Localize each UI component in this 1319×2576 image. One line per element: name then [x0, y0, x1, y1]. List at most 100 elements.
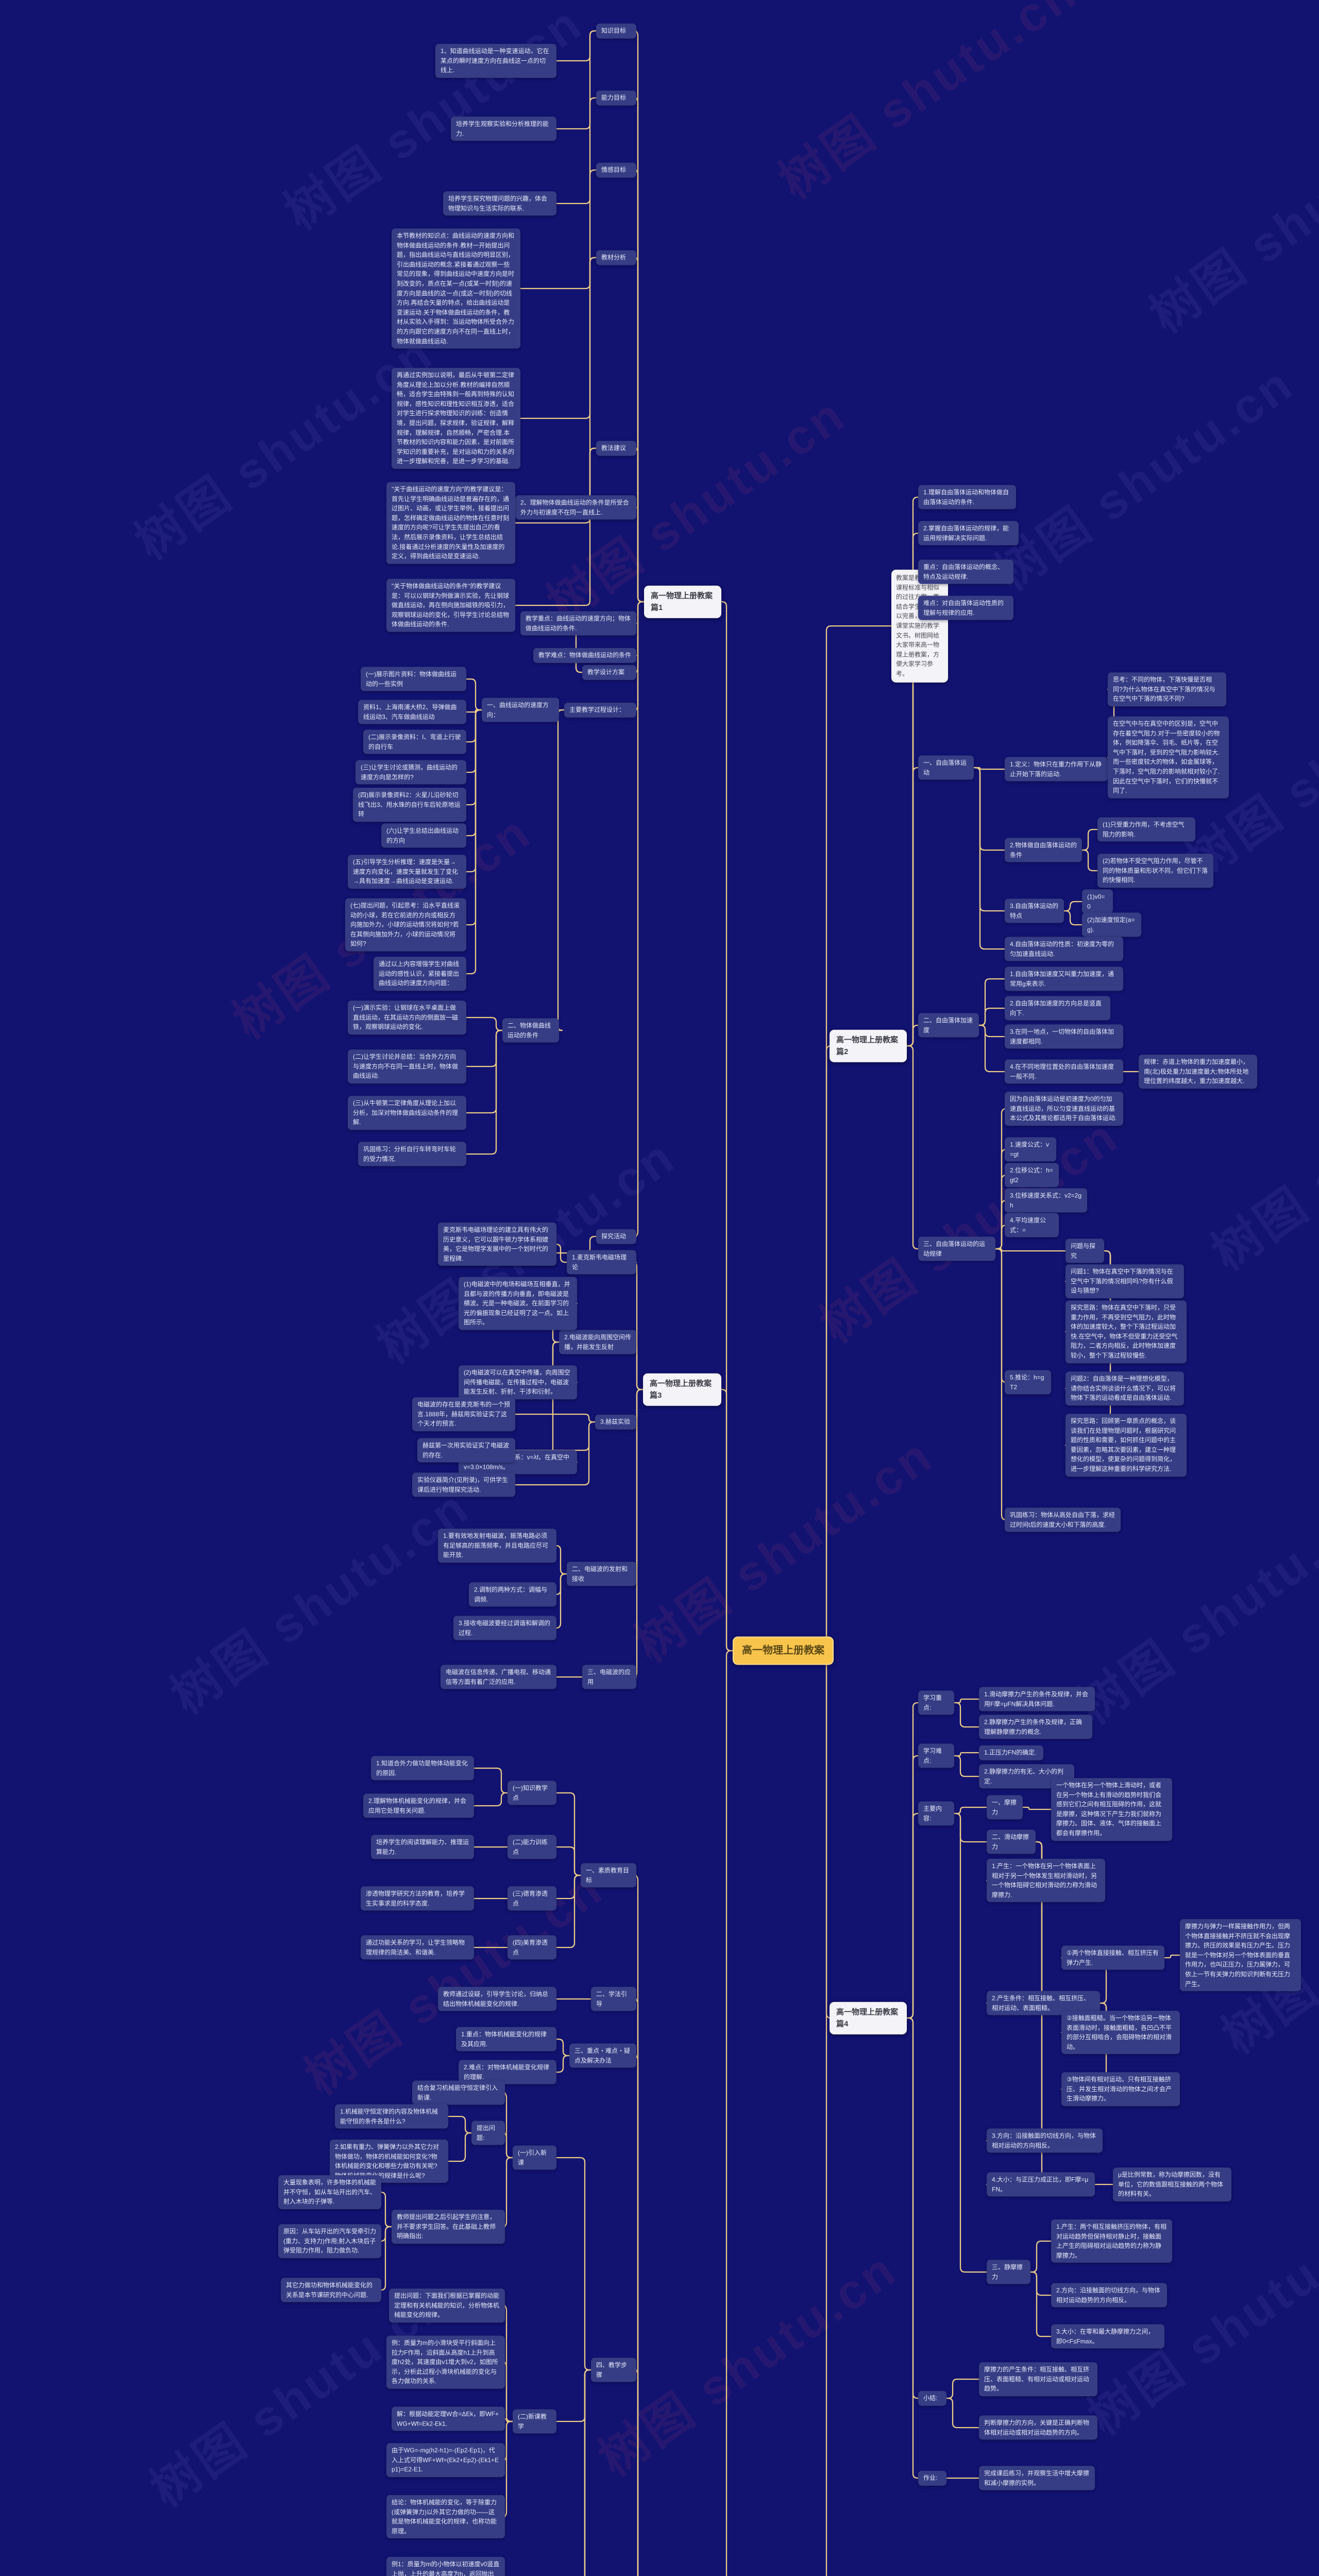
- node-e3c2[interactable]: 赫兹第一次用实验证实了电磁波的存在.: [417, 1438, 515, 1463]
- node-g2c1[interactable]: 教师通过设疑，引导学生讨论，归纳总结出物体机械能变化的规律.: [438, 1987, 556, 2011]
- node-c2c2[interactable]: 2.自由落体加速度的方向总是竖直向下.: [1005, 996, 1110, 1021]
- node-b11[interactable]: (二)让学生讨论并总结：当合外力方向与速度方向不在同一直线上时，物体做曲线运动.: [348, 1049, 466, 1083]
- node-f5[interactable]: 作业:: [918, 2470, 946, 2486]
- node-a6c2[interactable]: "关于物体做曲线运动的条件"的教学建议是：可以以钢球为例做演示实验，先让钢球做直…: [386, 579, 515, 632]
- node-f4c2[interactable]: 判断摩擦力的方向，关键是正确判断物体相对运动或相对运动趋势的方向。: [979, 2415, 1097, 2440]
- node-g4c2b[interactable]: 例：质量为m的小滑块受平行斜面向上拉力F作用，沿斜面从高度h1上升到高度h2处，…: [386, 2335, 505, 2389]
- node-g1c4[interactable]: (四)美育渗透点: [508, 1935, 556, 1960]
- node-g4c1c[interactable]: 教师提出问题之后引起学生的注意，并不要求学生回答。在此基础上教师明确指出:: [392, 2210, 505, 2244]
- node-c2[interactable]: 二、自由落体加速度: [918, 1013, 979, 1038]
- node-a1c1[interactable]: 1、知道曲线运动是一种变速运动，它在某点的瞬时速度方向在曲线这一点的切线上.: [435, 44, 556, 78]
- node-p4[interactable]: 高一物理上册教案篇4: [830, 2002, 907, 2035]
- node-g1c3a[interactable]: 渗透物理学研究方法的教育，培养学生实事求是的科学态度.: [361, 1886, 474, 1911]
- node-c1c3a[interactable]: (1)v0=0: [1082, 889, 1113, 914]
- node-g4c1c3[interactable]: 其它力做功和物体机械能变化的关系是本节课研究的中心问题.: [281, 2278, 381, 2302]
- node-f2[interactable]: 学习难点:: [918, 1743, 954, 1768]
- node-a2c1[interactable]: 培养学生观察实验和分析推理的能力.: [451, 116, 556, 141]
- node-f3c3a[interactable]: 1.产生：两个相互接触挤压的物体，有相对运动趋势但保持相对静止时，接触面上产生的…: [1051, 2219, 1172, 2263]
- node-g3c1[interactable]: 1.重点：物体机械能变化的规律及其应用.: [456, 2027, 556, 2052]
- node-c3[interactable]: 三、自由落体运动的运动规律: [918, 1236, 995, 1261]
- node-e3c3[interactable]: 实验仪器简介(见附录)，可供学生课后进行物理探究活动.: [412, 1472, 515, 1497]
- node-a5c2[interactable]: 再通过实例加以说明，最后从牛顿第二定律角度从理论上加以分析.教材的编排自然顺畅，…: [392, 368, 520, 469]
- node-c3c3[interactable]: 3.位移速度关系式：v2=2gh: [1005, 1188, 1087, 1213]
- node-c3c1[interactable]: 1.速度公式：v=gt: [1005, 1137, 1056, 1162]
- node-b9[interactable]: 通过以上内容增强学生对曲线运动的感性认识，紧接着提出曲线运动的速度方向问题：: [374, 957, 466, 991]
- node-c1c3b[interactable]: (2)加速度恒定(a=g).: [1082, 912, 1141, 937]
- node-p1[interactable]: 高一物理上册教案篇1: [644, 585, 721, 618]
- node-g4c1b[interactable]: 提出问题:: [471, 2121, 505, 2145]
- node-f4c1[interactable]: 摩擦力的产生条件：相互接触、相互挤压、表面粗糙、有相对运动或相对运动趋势。: [979, 2362, 1097, 2396]
- node-e4c2[interactable]: 2.调制的两种方式：调幅与调频.: [469, 1582, 556, 1607]
- node-g1[interactable]: 一、素质教育目标: [581, 1863, 636, 1888]
- node-f3c3[interactable]: 三、静摩擦力: [987, 2260, 1030, 2284]
- node-f2c2[interactable]: 2.静摩擦力的有无、大小的判定.: [979, 1764, 1074, 1789]
- node-g1c2[interactable]: (二)能力训练点: [508, 1835, 556, 1859]
- node-f1c2[interactable]: 2.静摩擦力产生的条件及规律，正确理解静摩擦力的概念.: [979, 1715, 1092, 1739]
- node-g4c2c[interactable]: 解：根据动能定理W合=ΔEk，即WF+WG+Wf=Ek2-Ek1.: [392, 2406, 505, 2431]
- node-e4c1[interactable]: 1.要有效地发射电磁波，振荡电路必须有足够高的振荡频率，并且电路应尽可能开放.: [438, 1529, 556, 1563]
- node-g4c1a[interactable]: 结合复习机械能守恒定律引入新课.: [412, 2080, 505, 2105]
- node-q2a[interactable]: 探究思路：回顾第一章质点的概念，谈谈我们在处理物理问题时，根据研究问题的性质和需…: [1066, 1414, 1187, 1477]
- node-b13[interactable]: 巩固练习：分析自行车转弯时车轮的受力情况.: [358, 1142, 466, 1166]
- node-f3c2d[interactable]: 4.大小：与正压力成正比，即F摩=μFN。: [987, 2172, 1095, 2197]
- node-b8[interactable]: (七)提出问题，引起思考：沿水平直线滚动的小球，若在它前进的方向或相反方向施加外…: [345, 898, 466, 952]
- node-a9[interactable]: 探究活动: [596, 1229, 636, 1244]
- node-g2[interactable]: 二、学法引导: [591, 1987, 636, 2011]
- node-q1a[interactable]: 探究思路：物体在真空中下落时，只受重力作用，不再受到空气阻力，此时物体的加速度较…: [1066, 1300, 1187, 1363]
- node-g3[interactable]: 三、重点・难点・疑点及解决办法: [569, 2043, 636, 2068]
- node-b3[interactable]: (二)展示录像资料：Ⅰ、弯道上行驶的自行车: [363, 730, 466, 754]
- node-g1c3[interactable]: (三)德育渗透点: [508, 1886, 556, 1911]
- node-c2c4[interactable]: 4.在不同地理位置处的自由落体加速度一般不同.: [1005, 1059, 1123, 1084]
- node-a8c2[interactable]: 二、物体做曲线运动的条件: [502, 1018, 559, 1043]
- node-f3c3c[interactable]: 3.大小：在零和最大静摩擦力之间，即0<F≤Fmax。: [1051, 2324, 1164, 2349]
- node-g4c2e[interactable]: 结论：物体机械能的变化，等于除重力(或弹簧弹力)以外其它力做的功——这就是物体机…: [386, 2495, 505, 2539]
- node-f3c1[interactable]: 一、摩擦力: [987, 1795, 1023, 1820]
- node-g4c1c1[interactable]: 大量现象表明，许多物体的机械能并不守恒，如从车站开出的汽车、射入木块的子弹等.: [278, 2175, 381, 2209]
- node-g1c1b[interactable]: 2.理解物体机械能变化的规律，并会应用它处理有关问题.: [363, 1793, 474, 1818]
- node-f5c1[interactable]: 完成课后练习，并观察生活中增大摩擦和减小摩擦的实例。: [979, 2466, 1095, 2490]
- node-a8[interactable]: 主要教学过程设计：: [564, 702, 636, 718]
- node-q1[interactable]: 问题1：物体在真空中下落的情况与在空气中下落的情况相同吗?你有什么假设与猜想?: [1066, 1264, 1184, 1298]
- node-e2[interactable]: 2.电磁波能向周围空间传播，并能发生反射: [559, 1330, 636, 1354]
- node-e2c2[interactable]: (2)电磁波可以在真空中传播，向周围空间传播电磁能，在传播过程中，电磁波能发生反…: [459, 1365, 577, 1399]
- node-a3[interactable]: 情感目标: [596, 162, 636, 178]
- node-e4c3[interactable]: 3.接收电磁波要经过调谐和解调的过程.: [453, 1616, 556, 1640]
- node-g1c1a[interactable]: 1.知道合外力做功是物体动能变化的原因.: [371, 1756, 474, 1781]
- node-g1c4a[interactable]: 通过功能关系的学习，让学生领略物理规律的简洁美、和谐美.: [361, 1935, 474, 1960]
- node-f3c2a[interactable]: 1.产生：一个物体在另一个物体表面上相对于另一个物体发生相对滑动时，另一个物体阻…: [987, 1858, 1105, 1903]
- node-b5[interactable]: (四)展示录像资料2：火星儿沿砂轮切线飞出3、甩水珠的自行车后轮原地运转: [353, 788, 466, 822]
- node-c2c4a[interactable]: 规律：赤道上物体的重力加速度最小，南(北)极处重力加速度最大;物体所处地理位置的…: [1139, 1055, 1257, 1089]
- node-a1[interactable]: 知识目标: [596, 23, 636, 39]
- node-c3c0[interactable]: 因为自由落体运动是初速度为0的匀加速直线运动，所以匀变速直线运动的基本公式及其推…: [1005, 1092, 1123, 1126]
- node-e3c1[interactable]: 电磁波的存在是麦克斯韦的一个预言.1888年，赫兹用实验证实了这个天才的预言.: [412, 1397, 515, 1431]
- node-c2c1[interactable]: 1.自由落体加速度又叫重力加速度，通常用g来表示.: [1005, 967, 1123, 991]
- node-a6c1[interactable]: "关于曲线运动的速度方向"的教学建议是：首先让学生明确曲线运动是普遍存在的，通过…: [386, 482, 515, 564]
- node-c1c2[interactable]: 2.物体做自由落体运动的条件: [1005, 838, 1082, 862]
- node-f3c2d1[interactable]: μ是比例常数，称为动摩擦因数，没有单位，它的数值跟相互接触的两个物体的材料有关。: [1113, 2167, 1231, 2201]
- node-a5[interactable]: 教材分析: [596, 250, 636, 265]
- node-a7[interactable]: 教学设计方案: [582, 665, 636, 680]
- node-b4[interactable]: (三)让学生讨论或猜测，曲线运动的速度方向是怎样的?: [356, 760, 466, 785]
- node-b6[interactable]: (六)让学生总结出曲线运动的方向: [381, 823, 466, 848]
- node-f2c1[interactable]: 1.正压力FN的确定.: [979, 1745, 1043, 1760]
- node-a6[interactable]: 教法建议: [596, 440, 636, 456]
- node-c1c1a[interactable]: 思考：不同的物体，下落快慢是否相同?为什么物体在真空中下落的情况与在空气中下落的…: [1108, 672, 1226, 706]
- root-topic[interactable]: 高一物理上册教案: [733, 1636, 834, 1665]
- node-g3c2[interactable]: 2.难点：对物体机械能变化规律的理解.: [459, 2060, 556, 2084]
- node-f3c2b3[interactable]: ③物体间有相对运动。只有相互接触挤压、并发生相对滑动的物体之间才会产生滑动摩擦力…: [1061, 2072, 1180, 2106]
- node-a7c1[interactable]: 教学重点：曲线运动的速度方向；物体做曲线运动的条件.: [520, 611, 636, 636]
- node-g4[interactable]: 四、教学步骤: [591, 2358, 636, 2382]
- node-a1c2[interactable]: 2、理解物体做曲线运动的条件是所受合外力与初速度不在同一直线上.: [515, 495, 636, 520]
- node-c3c4[interactable]: 4.平均速度公式：=: [1005, 1213, 1059, 1238]
- node-c1c1[interactable]: 1.定义：物体只在重力作用下从静止开始下落的运动.: [1005, 757, 1108, 782]
- node-a8c1[interactable]: 一、曲线运动的速度方向：: [482, 698, 559, 722]
- node-a3c1[interactable]: 培养学生探究物理问题的兴趣，体会物理知识与生活实际的联系.: [443, 191, 556, 216]
- node-e4[interactable]: 二、电磁波的发射和接收: [567, 1562, 636, 1586]
- node-c3c7[interactable]: 巩固练习：物体从高处自由下落，求经过时间t后的速度大小和下落的高度.: [1005, 1507, 1121, 1532]
- node-c2c3[interactable]: 3.在同一地点，一切物体的自由落体加速度都相同.: [1005, 1024, 1123, 1049]
- node-b2[interactable]: 资料1、上海南浦大桥2、导弹做曲线运动3、汽车做曲线运动: [358, 700, 466, 724]
- node-q2[interactable]: 问题2：自由落体是一种理想化模型，请你结合实例谈谈什么情况下，可以将物体下落的运…: [1066, 1371, 1184, 1405]
- node-g4c1b1[interactable]: 1.机械能守恒定律的内容及物体机械能守恒的条件各是什么?: [335, 2104, 448, 2129]
- node-g1c1[interactable]: (一)知识教学点: [508, 1781, 556, 1805]
- node-b7[interactable]: (五)引导学生分析推理：速度是矢量→速度方向变化，速度矢量就发生了变化→具有加速…: [348, 855, 466, 889]
